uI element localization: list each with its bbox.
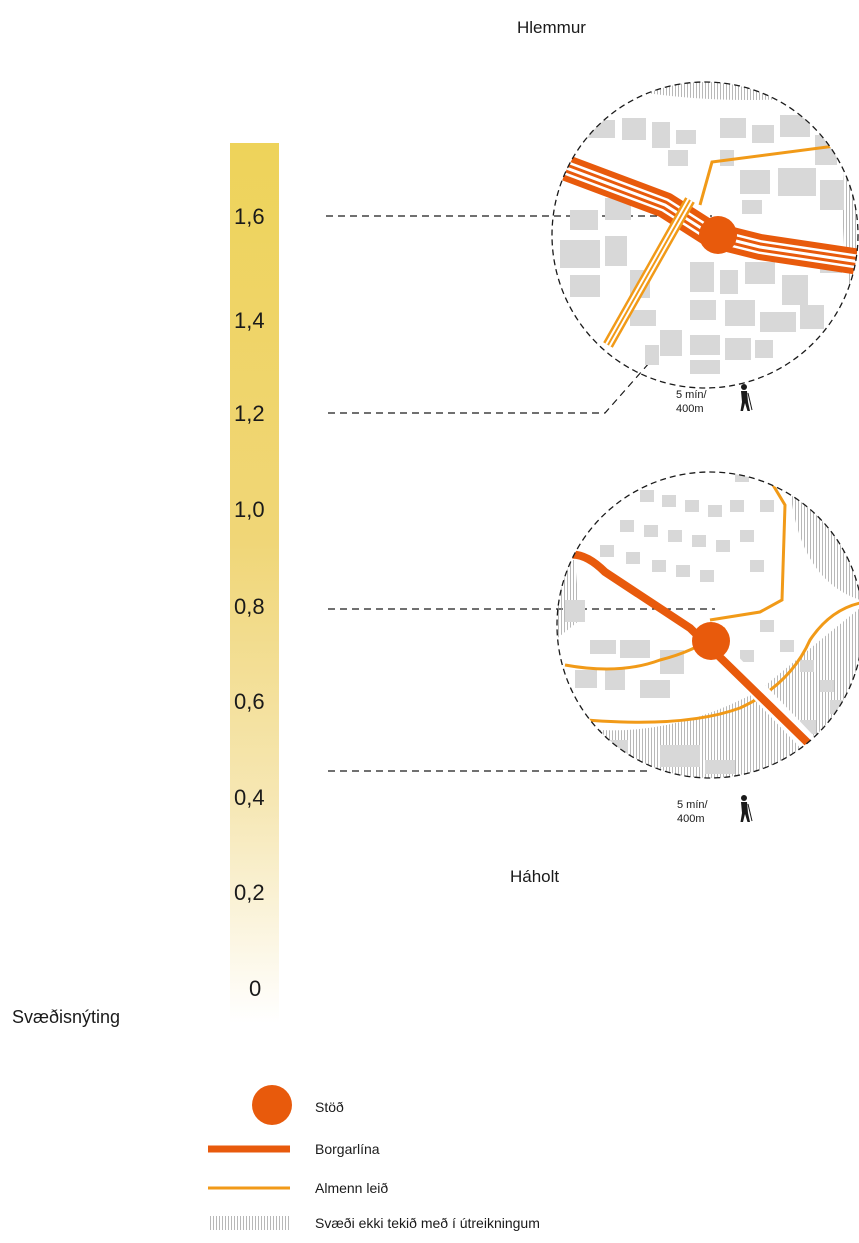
hlemmur-title: Hlemmur	[517, 18, 586, 37]
scale-tick-0-6: 0,6	[234, 689, 265, 714]
pedestrian-icon	[740, 384, 753, 411]
hlemmur-walk-distance: 400m	[676, 403, 704, 415]
hlemmur-station	[699, 216, 737, 254]
scale-ticks: 1,6 1,4 1,2 1,0 0,8 0,6 0,4 0,2 0	[234, 204, 265, 1001]
legend-station-symbol	[252, 1085, 292, 1125]
haholt-station	[692, 622, 730, 660]
haholt-walk-distance: 400m	[677, 813, 705, 825]
scale-tick-0-4: 0,4	[234, 785, 265, 810]
pedestrian-icon	[740, 795, 753, 822]
scale-tick-0-8: 0,8	[234, 594, 265, 619]
hlemmur-walk-radius	[551, 81, 859, 389]
leader-lines	[326, 215, 715, 772]
scale-tick-1-6: 1,6	[234, 204, 265, 229]
legend-station-label: Stöð	[315, 1099, 344, 1115]
hlemmur-walk-time: 5 mín/	[676, 389, 708, 401]
scale-tick-0-2: 0,2	[234, 880, 265, 905]
scale-tick-0: 0	[249, 976, 261, 1001]
legend-borgarlina-label: Borgarlína	[315, 1141, 380, 1157]
scale-tick-1-0: 1,0	[234, 497, 265, 522]
legend-excluded-symbol	[208, 1216, 290, 1230]
legend: Stöð Borgarlína Almenn leið Svæði ekki t…	[208, 1085, 540, 1231]
scale-tick-1-4: 1,4	[234, 308, 265, 333]
legend-almenn-label: Almenn leið	[315, 1180, 388, 1196]
haholt-title: Háholt	[510, 867, 559, 886]
haholt-walk-radius	[556, 471, 859, 779]
scale-tick-1-2: 1,2	[234, 401, 265, 426]
haholt-walk-time: 5 mín/	[677, 799, 709, 811]
scale-title: Svæðisnýting	[12, 1007, 120, 1027]
legend-excluded-label: Svæði ekki tekið með í útreikningum	[315, 1215, 540, 1231]
hlemmur-map	[552, 82, 858, 374]
density-scale-bar	[230, 143, 279, 1023]
